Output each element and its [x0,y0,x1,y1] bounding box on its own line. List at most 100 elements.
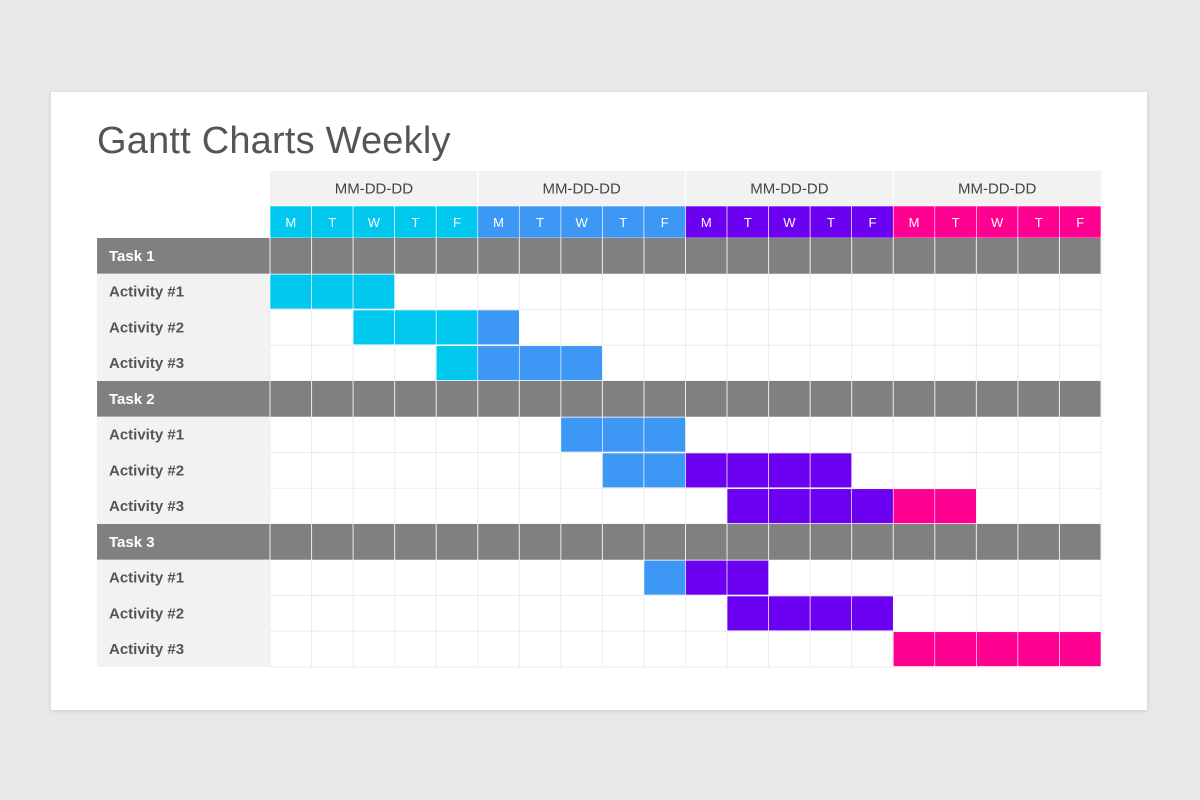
activity-bar-cell [851,595,894,632]
activity-bar-cell [602,416,645,453]
day-label: T [952,215,960,230]
activity-label: Activity #3 [109,355,184,372]
activity-label-bg [97,452,270,489]
day-label: T [1035,215,1043,230]
activity-bar-cell [726,452,769,489]
activity-bar-cell [560,416,603,453]
activity-label: Activity #2 [109,319,184,336]
day-label: T [536,215,544,230]
activity-label: Activity #1 [109,284,184,301]
day-label: T [827,215,835,230]
task-label: Task 2 [109,391,155,408]
day-label: T [619,215,627,230]
activity-bar-cell [768,488,811,524]
activity-bar-cell [643,559,686,596]
activity-bar-cell [1059,631,1102,667]
activity-bar-cell [1017,631,1060,667]
activity-bar-cell [934,488,977,524]
activity-label: Activity #3 [109,498,184,515]
week-label: MM-DD-DD [958,181,1036,198]
activity-bar-cell [685,452,728,489]
day-header-cell [394,205,437,239]
day-label: M [701,215,712,230]
week-label: MM-DD-DD [750,181,828,198]
activity-bar-cell [643,452,686,489]
week-label: MM-DD-DD [335,181,413,198]
activity-bar-cell [394,309,437,346]
activity-bar-cell [435,345,479,381]
day-header-cell [477,205,520,239]
day-header-cell [892,205,936,239]
activity-bar-cell [352,273,395,310]
activity-label-bg [97,345,270,381]
activity-label-bg [97,631,270,667]
activity-bar-cell [269,273,312,310]
activity-bar-cell [892,488,936,524]
activity-bar-cell [726,595,769,632]
activity-bar-cell [768,452,811,489]
activity-label-bg [97,309,270,346]
day-label: M [909,215,920,230]
activity-bar-cell [809,488,853,524]
day-header-cell [435,205,479,239]
activity-bar-cell [892,631,936,667]
slide: Gantt Charts Weekly MM-DD-DD M T W T F MM-DD-D… [51,92,1147,710]
activity-label: Activity #2 [109,462,184,479]
activity-bar-cell [976,631,1019,667]
day-header-cell [809,205,853,239]
activity-bar-cell [726,559,769,596]
day-label: W [575,215,588,230]
day-header-cell [934,205,977,239]
activity-label: Activity #1 [109,570,184,587]
day-label: W [991,215,1004,230]
task-bar [97,238,1101,274]
day-label: F [868,215,876,230]
activity-bar-cell [809,452,853,489]
activity-label-bg [97,559,270,596]
activity-bar-cell [643,416,686,453]
day-label: F [1076,215,1084,230]
activity-bar-cell [851,488,894,524]
week-label: MM-DD-DD [542,181,620,198]
day-label: T [744,215,752,230]
activity-bar-cell [809,595,853,632]
day-header-cell [1017,205,1060,239]
activity-bar-cell [477,345,520,381]
activity-bar-cell [768,595,811,632]
activity-bar-cell [685,559,728,596]
day-header-cell [976,205,1019,239]
activity-label: Activity #3 [109,641,184,658]
day-label: T [328,215,336,230]
activity-bar-cell [435,309,479,346]
chart-title: Gantt Charts Weekly [97,120,451,162]
task-bar [97,381,1101,417]
activity-label-bg [97,416,270,453]
day-label: W [783,215,796,230]
activity-bar-cell [560,345,603,381]
activity-label: Activity #1 [109,427,184,444]
day-label: M [493,215,504,230]
activity-bar-cell [602,452,645,489]
activity-bar-cell [352,309,395,346]
day-header-cell [685,205,728,239]
gantt-chart: MM-DD-DD M T W T F MM-DD-DD M T W T F MM-DD-DD M T W T F M… [97,171,1102,668]
day-label: F [453,215,461,230]
task-label: Task 1 [109,248,155,265]
day-label: T [411,215,419,230]
day-label: F [661,215,669,230]
activity-bar-cell [518,345,562,381]
day-header-cell [851,205,894,239]
activity-label-bg [97,273,270,310]
day-header-cell [1059,205,1102,239]
activity-bar-cell [726,488,769,524]
task-label: Task 3 [109,534,155,551]
activity-bar-cell [934,631,977,667]
activity-label: Activity #2 [109,605,184,622]
day-label: M [285,215,296,230]
day-label: W [368,215,381,230]
activity-label-bg [97,488,270,524]
activity-bar-cell [311,273,354,310]
activity-label-bg [97,595,270,632]
day-header-cell [726,205,769,239]
task-bar [97,524,1101,560]
